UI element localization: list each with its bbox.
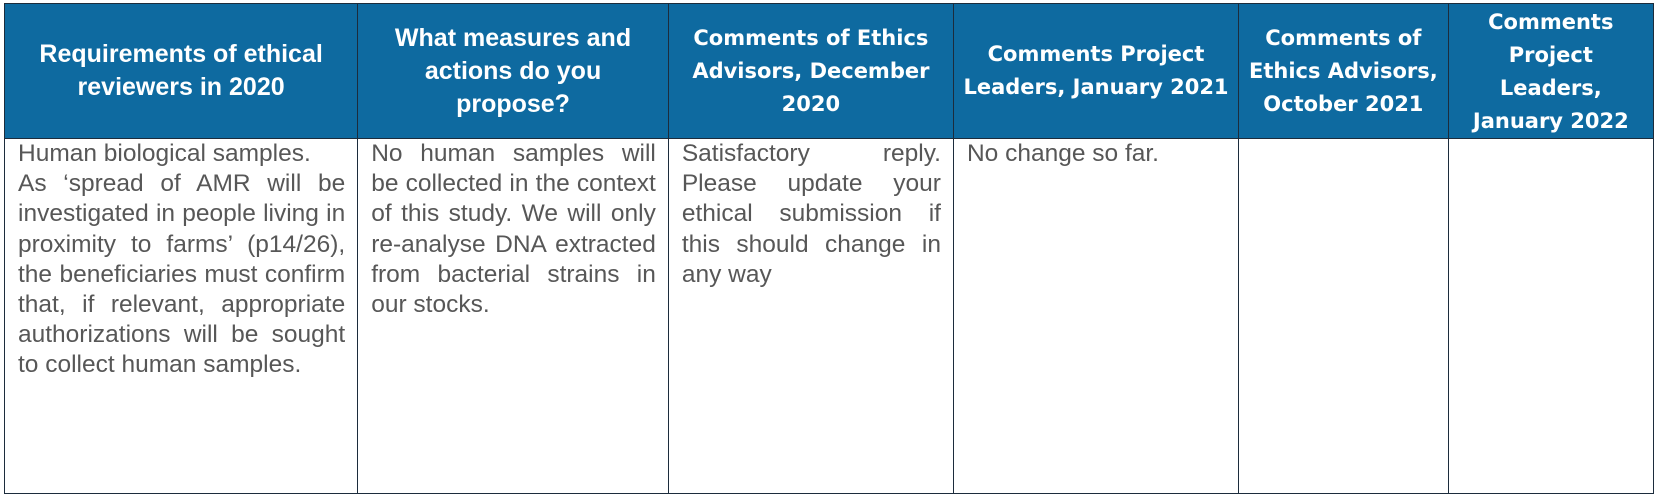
cell-requirements: Human biological samples. As ‘spread of … [3,138,359,494]
header-leaders-jan-2021: Comments Project Leaders, January 2021 [952,3,1240,139]
cell-leaders-jan-2022 [1447,138,1655,494]
cell-leaders-jan-2021: No change so far. [952,138,1240,494]
header-advisors-oct-2021: Comments of Ethics Advisors, October 202… [1238,3,1449,139]
requirements-paragraph-2: As ‘spread of AMR will be investigated i… [18,170,346,379]
header-leaders-jan-2022: Comments Project Leaders, January 2022 [1447,3,1655,139]
cell-advisors-dec-2020: Satisfactory reply. Please update your e… [667,138,954,494]
table-row: Human biological samples. As ‘spread of … [3,138,1655,494]
cell-measures: No human samples will be collected in th… [357,138,669,494]
header-advisors-dec-2020: Comments of Ethics Advisors, December 20… [667,3,954,139]
header-row: Requirements of ethical reviewers in 202… [3,3,1655,139]
ethics-review-table: Requirements of ethical reviewers in 202… [3,3,1655,494]
header-measures: What measures and actions do you propose… [357,3,669,139]
header-requirements: Requirements of ethical reviewers in 202… [3,3,359,139]
requirements-paragraph-1: Human biological samples. [18,140,311,167]
cell-advisors-oct-2021 [1238,138,1449,494]
